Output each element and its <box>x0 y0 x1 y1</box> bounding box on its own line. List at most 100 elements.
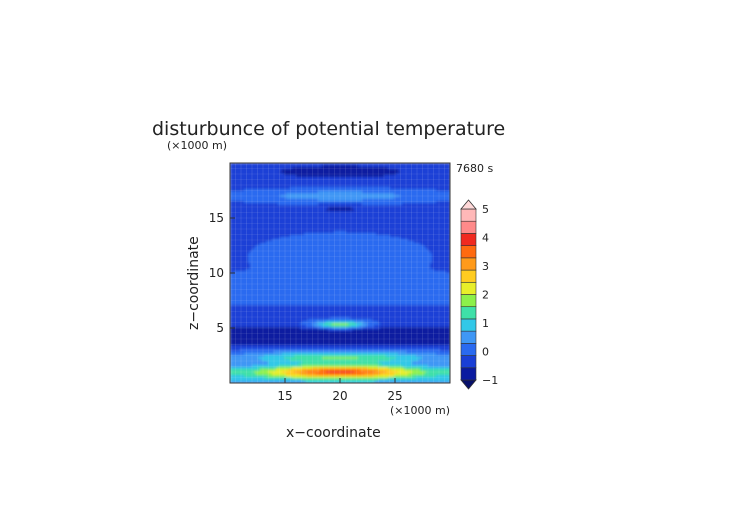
heatmap-cell <box>306 165 309 168</box>
heatmap-cell <box>400 215 403 218</box>
heatmap-cell <box>270 193 273 196</box>
heatmap-cell <box>264 197 267 200</box>
heatmap-cell <box>232 197 235 200</box>
heatmap-cell <box>436 201 439 204</box>
heatmap-cell <box>414 167 417 170</box>
heatmap-cell <box>244 245 247 248</box>
heatmap-cell <box>270 165 273 168</box>
heatmap-cell <box>384 209 387 212</box>
heatmap-cell <box>448 233 450 236</box>
heatmap-cell <box>362 199 365 202</box>
heatmap-cell <box>348 167 351 170</box>
heatmap-cell <box>252 225 255 228</box>
heatmap-cell <box>336 193 339 196</box>
heatmap-cell <box>256 223 259 226</box>
time-label: 7680 s <box>456 162 493 175</box>
heatmap-cell <box>272 249 275 252</box>
heatmap-cell <box>398 245 401 248</box>
heatmap-cell <box>386 239 389 242</box>
heatmap-cell <box>428 229 431 232</box>
heatmap-cell <box>316 229 319 232</box>
heatmap-cell <box>398 173 401 176</box>
heatmap-cell <box>352 203 355 206</box>
heatmap-cell <box>400 175 403 178</box>
heatmap-cell <box>354 189 357 192</box>
heatmap-cell <box>438 181 441 184</box>
heatmap-cell <box>374 195 377 198</box>
heatmap-cell <box>410 175 413 178</box>
heatmap-cell <box>358 203 361 206</box>
heatmap-cell <box>338 163 341 166</box>
heatmap-cell <box>280 175 283 178</box>
heatmap-cell <box>362 181 365 184</box>
heatmap-cell <box>404 169 407 172</box>
heatmap-cell <box>348 249 351 252</box>
heatmap-cell <box>260 243 263 246</box>
heatmap-cell <box>242 165 245 168</box>
heatmap-cell <box>382 183 385 186</box>
heatmap-cell <box>336 169 339 172</box>
heatmap-cell <box>250 223 253 226</box>
heatmap-cell <box>434 195 437 198</box>
heatmap-cell <box>414 175 417 178</box>
heatmap-cell <box>368 233 371 236</box>
heatmap-cell <box>322 223 325 226</box>
heatmap-cell <box>338 203 341 206</box>
heatmap-cell <box>260 245 263 248</box>
heatmap-cell <box>380 215 383 218</box>
heatmap-cell <box>292 175 295 178</box>
heatmap-cell <box>384 167 387 170</box>
heatmap-cell <box>240 231 243 234</box>
heatmap-cell <box>316 167 319 170</box>
heatmap-cell <box>286 253 289 256</box>
heatmap-cell <box>282 209 285 212</box>
heatmap-cell <box>374 191 377 194</box>
heatmap-cell <box>396 217 399 220</box>
heatmap-cell <box>374 201 377 204</box>
heatmap-cell <box>294 195 297 198</box>
heatmap-cell <box>346 227 349 230</box>
heatmap-cell <box>316 163 319 166</box>
heatmap-cell <box>368 185 371 188</box>
heatmap-cell <box>324 243 327 246</box>
heatmap-cell <box>262 221 265 224</box>
heatmap-cell <box>308 185 311 188</box>
heatmap-cell <box>244 165 247 168</box>
heatmap-cell <box>426 203 429 206</box>
heatmap-cell <box>322 215 325 218</box>
heatmap-cell <box>346 181 349 184</box>
heatmap-cell <box>428 187 431 190</box>
heatmap-cell <box>358 187 361 190</box>
heatmap-cell <box>386 223 389 226</box>
heatmap-cell <box>384 181 387 184</box>
heatmap-cell <box>410 193 413 196</box>
heatmap-cell <box>416 241 419 244</box>
heatmap-cell <box>314 203 317 206</box>
heatmap-cell <box>442 169 445 172</box>
heatmap-cell <box>250 219 253 222</box>
heatmap-cell <box>246 215 249 218</box>
heatmap-cell <box>420 227 423 230</box>
heatmap-cell <box>430 193 433 196</box>
heatmap-cell <box>446 233 449 236</box>
heatmap-cell <box>234 181 237 184</box>
heatmap-cell <box>284 207 287 210</box>
heatmap-cell <box>330 187 333 190</box>
heatmap-cell <box>242 167 245 170</box>
heatmap-cell <box>366 231 369 234</box>
heatmap-cell <box>326 177 329 180</box>
heatmap-cell <box>354 243 357 246</box>
heatmap-cell <box>390 217 393 220</box>
heatmap-cell <box>238 213 241 216</box>
heatmap-cell <box>252 165 255 168</box>
heatmap-cell <box>406 167 409 170</box>
heatmap-cell <box>364 245 367 248</box>
heatmap-cell <box>378 209 381 212</box>
heatmap-cell <box>306 241 309 244</box>
heatmap-cell <box>350 203 353 206</box>
heatmap-cell <box>334 243 337 246</box>
heatmap-cell <box>388 205 391 208</box>
heatmap-cell <box>230 209 233 212</box>
heatmap-cell <box>304 211 307 214</box>
heatmap-cell <box>290 253 293 256</box>
